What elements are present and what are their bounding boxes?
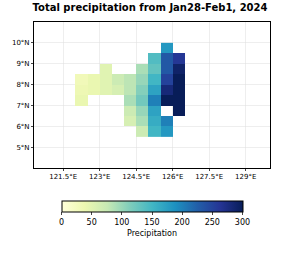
svg-text:9°N: 9°N (16, 60, 29, 68)
svg-text:126°E: 126°E (162, 173, 183, 181)
svg-text:124.5°E: 124.5°E (122, 173, 150, 181)
svg-text:8°N: 8°N (16, 81, 29, 89)
svg-text:200: 200 (175, 218, 190, 227)
svg-text:250: 250 (205, 218, 220, 227)
svg-text:300: 300 (235, 218, 250, 227)
svg-text:Total precipitation from Jan28: Total precipitation from Jan28-Feb1, 202… (33, 2, 268, 13)
svg-text:50: 50 (87, 218, 97, 227)
svg-text:150: 150 (144, 218, 159, 227)
svg-text:0: 0 (59, 218, 64, 227)
svg-text:121.5°E: 121.5°E (49, 173, 77, 181)
svg-text:5°N: 5°N (16, 144, 29, 152)
svg-text:Precipitation: Precipitation (127, 229, 177, 238)
svg-text:7°N: 7°N (16, 102, 29, 110)
svg-text:127.5°E: 127.5°E (195, 173, 223, 181)
svg-text:100: 100 (114, 218, 129, 227)
svg-text:6°N: 6°N (16, 123, 29, 131)
svg-text:129°E: 129°E (235, 173, 256, 181)
svg-text:123°E: 123°E (89, 173, 110, 181)
svg-text:10°N: 10°N (12, 39, 30, 47)
